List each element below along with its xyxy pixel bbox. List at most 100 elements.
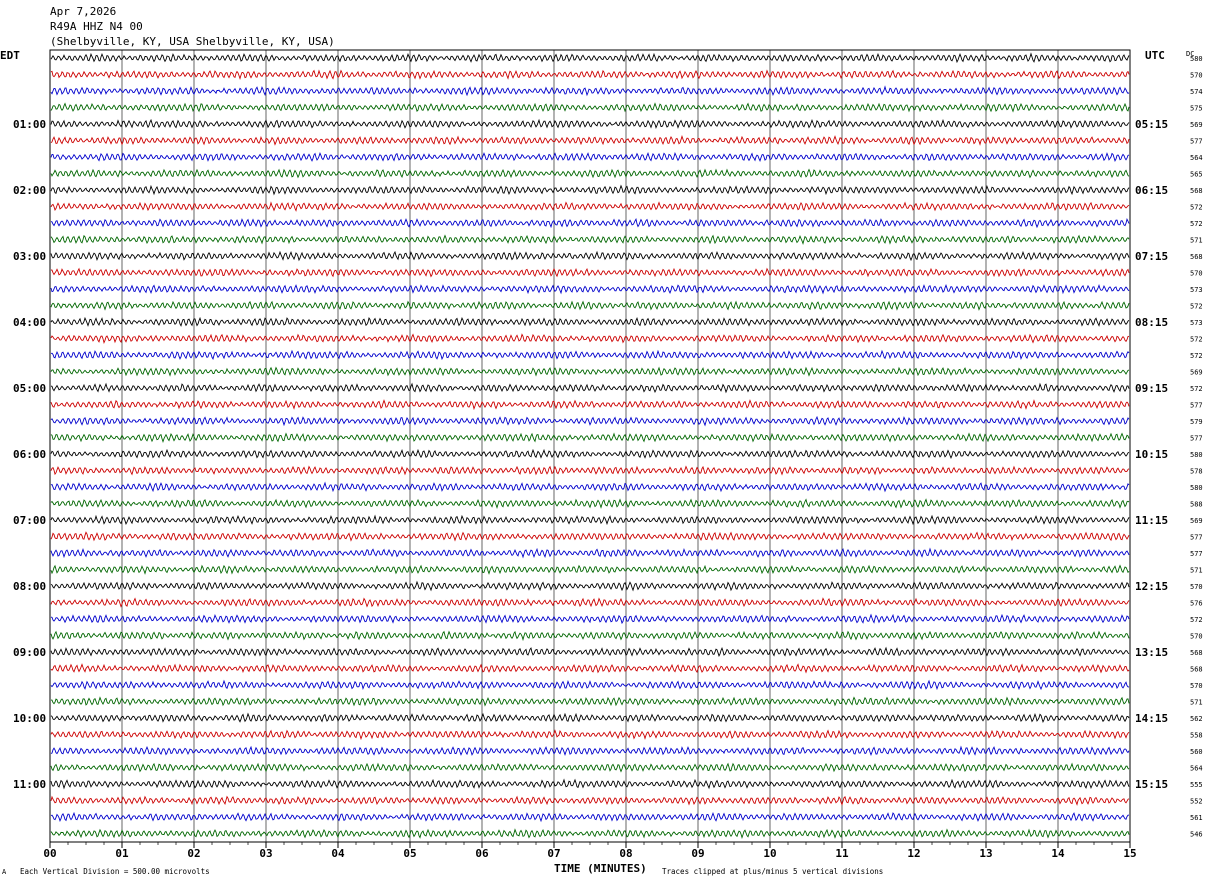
trace-row bbox=[50, 382, 1130, 394]
trace-row bbox=[50, 432, 1130, 444]
right-timezone-label: UTC bbox=[1145, 49, 1165, 62]
trace-row bbox=[50, 712, 1130, 723]
right-hour-label: 06:15 bbox=[1135, 184, 1168, 197]
dc-offset-label: 577 bbox=[1190, 534, 1203, 542]
trace-row bbox=[50, 267, 1130, 278]
left-hour-label: 02:00 bbox=[13, 184, 46, 197]
trace-row bbox=[50, 514, 1130, 526]
dc-offset-label: 572 bbox=[1190, 352, 1203, 360]
dc-offset-label: 568 bbox=[1190, 187, 1203, 195]
x-tick-label: 04 bbox=[331, 847, 345, 860]
dc-offset-label: 572 bbox=[1190, 616, 1203, 624]
trace-row bbox=[50, 69, 1130, 80]
trace-row bbox=[50, 366, 1130, 377]
trace-row bbox=[50, 564, 1130, 575]
x-tick-label: 10 bbox=[763, 847, 776, 860]
trace-row bbox=[50, 498, 1130, 509]
dc-offset-label: 564 bbox=[1190, 765, 1203, 773]
trace-row bbox=[50, 762, 1130, 773]
trace-row bbox=[50, 531, 1130, 542]
trace-row bbox=[50, 811, 1130, 823]
header-date: Apr 7,2026 bbox=[50, 5, 117, 18]
dc-offset-label: 558 bbox=[1190, 732, 1203, 740]
trace-row bbox=[50, 481, 1130, 493]
left-timezone-label: EDT bbox=[0, 49, 20, 62]
x-tick-label: 15 bbox=[1123, 847, 1136, 860]
left-hour-label: 05:00 bbox=[13, 382, 46, 395]
right-hour-label: 14:15 bbox=[1135, 712, 1168, 725]
trace-row bbox=[50, 630, 1130, 642]
dc-offset-label: 576 bbox=[1190, 600, 1203, 608]
dc-offset-label: 565 bbox=[1190, 171, 1203, 179]
right-hour-label: 15:15 bbox=[1135, 778, 1168, 791]
trace-row bbox=[50, 547, 1130, 559]
trace-row bbox=[50, 828, 1130, 839]
right-hour-label: 11:15 bbox=[1135, 514, 1168, 527]
dc-offset-label: 575 bbox=[1190, 105, 1203, 113]
trace-row bbox=[50, 613, 1130, 625]
left-hour-label: 08:00 bbox=[13, 580, 46, 593]
dc-offset-label: 569 bbox=[1190, 121, 1203, 129]
header-station: R49A HHZ N4 00 bbox=[50, 20, 143, 33]
dc-offset-label: 580 bbox=[1190, 484, 1203, 492]
trace-row bbox=[50, 580, 1130, 592]
dc-offset-label: 571 bbox=[1190, 567, 1203, 575]
left-hour-label: 01:00 bbox=[13, 118, 46, 131]
trace-row bbox=[50, 168, 1130, 179]
trace-row bbox=[50, 745, 1130, 756]
dc-offset-label: 572 bbox=[1190, 336, 1203, 344]
trace-row bbox=[50, 52, 1130, 64]
x-axis-title: TIME (MINUTES) bbox=[554, 862, 647, 875]
trace-row bbox=[50, 465, 1130, 476]
dc-offset-label: 571 bbox=[1190, 699, 1203, 707]
left-hour-label: 06:00 bbox=[13, 448, 46, 461]
trace-row bbox=[50, 85, 1130, 97]
trace-row bbox=[50, 663, 1130, 674]
trace-row bbox=[50, 448, 1130, 459]
right-hour-label: 05:15 bbox=[1135, 118, 1168, 131]
dc-offset-label: 546 bbox=[1190, 831, 1203, 839]
dc-offset-label: 572 bbox=[1190, 303, 1203, 311]
right-hour-label: 13:15 bbox=[1135, 646, 1168, 659]
trace-row bbox=[50, 679, 1130, 691]
header-location: (Shelbyville, KY, USA Shelbyville, KY, U… bbox=[50, 35, 335, 48]
dc-offset-label: 555 bbox=[1190, 781, 1203, 789]
trace-row bbox=[50, 184, 1130, 196]
dc-offset-label: 579 bbox=[1190, 418, 1203, 426]
x-tick-label: 00 bbox=[43, 847, 56, 860]
trace-row bbox=[50, 250, 1130, 262]
right-hour-label: 12:15 bbox=[1135, 580, 1168, 593]
dc-offset-label: 577 bbox=[1190, 138, 1203, 146]
x-tick-label: 11 bbox=[835, 847, 849, 860]
trace-row bbox=[50, 349, 1130, 361]
left-hour-label: 03:00 bbox=[13, 250, 46, 263]
x-tick-label: 14 bbox=[1051, 847, 1065, 860]
trace-row bbox=[50, 134, 1130, 146]
dc-offset-label: 570 bbox=[1190, 633, 1203, 641]
trace-row bbox=[50, 729, 1130, 741]
x-tick-label: 12 bbox=[907, 847, 920, 860]
trace-row bbox=[50, 118, 1130, 129]
trace-row bbox=[50, 399, 1130, 411]
trace-row bbox=[50, 795, 1130, 806]
dc-offset-label: 570 bbox=[1190, 72, 1203, 80]
x-tick-label: 01 bbox=[115, 847, 129, 860]
x-tick-label: 07 bbox=[547, 847, 560, 860]
trace-row bbox=[50, 597, 1130, 608]
corner-mark: A bbox=[2, 868, 7, 876]
trace-row bbox=[50, 102, 1130, 113]
dc-offset-label: 577 bbox=[1190, 435, 1203, 443]
dc-offset-label: 552 bbox=[1190, 798, 1203, 806]
trace-row bbox=[50, 646, 1130, 657]
x-tick-label: 05 bbox=[403, 847, 416, 860]
dc-offset-label: 568 bbox=[1190, 666, 1203, 674]
x-tick-label: 02 bbox=[187, 847, 200, 860]
trace-row bbox=[50, 778, 1130, 790]
dc-offset-label: 568 bbox=[1190, 253, 1203, 261]
right-hour-label: 09:15 bbox=[1135, 382, 1168, 395]
x-tick-label: 13 bbox=[979, 847, 992, 860]
dc-offset-label: 573 bbox=[1190, 286, 1203, 294]
dc-offset-label: 562 bbox=[1190, 715, 1203, 723]
trace-row bbox=[50, 283, 1130, 295]
